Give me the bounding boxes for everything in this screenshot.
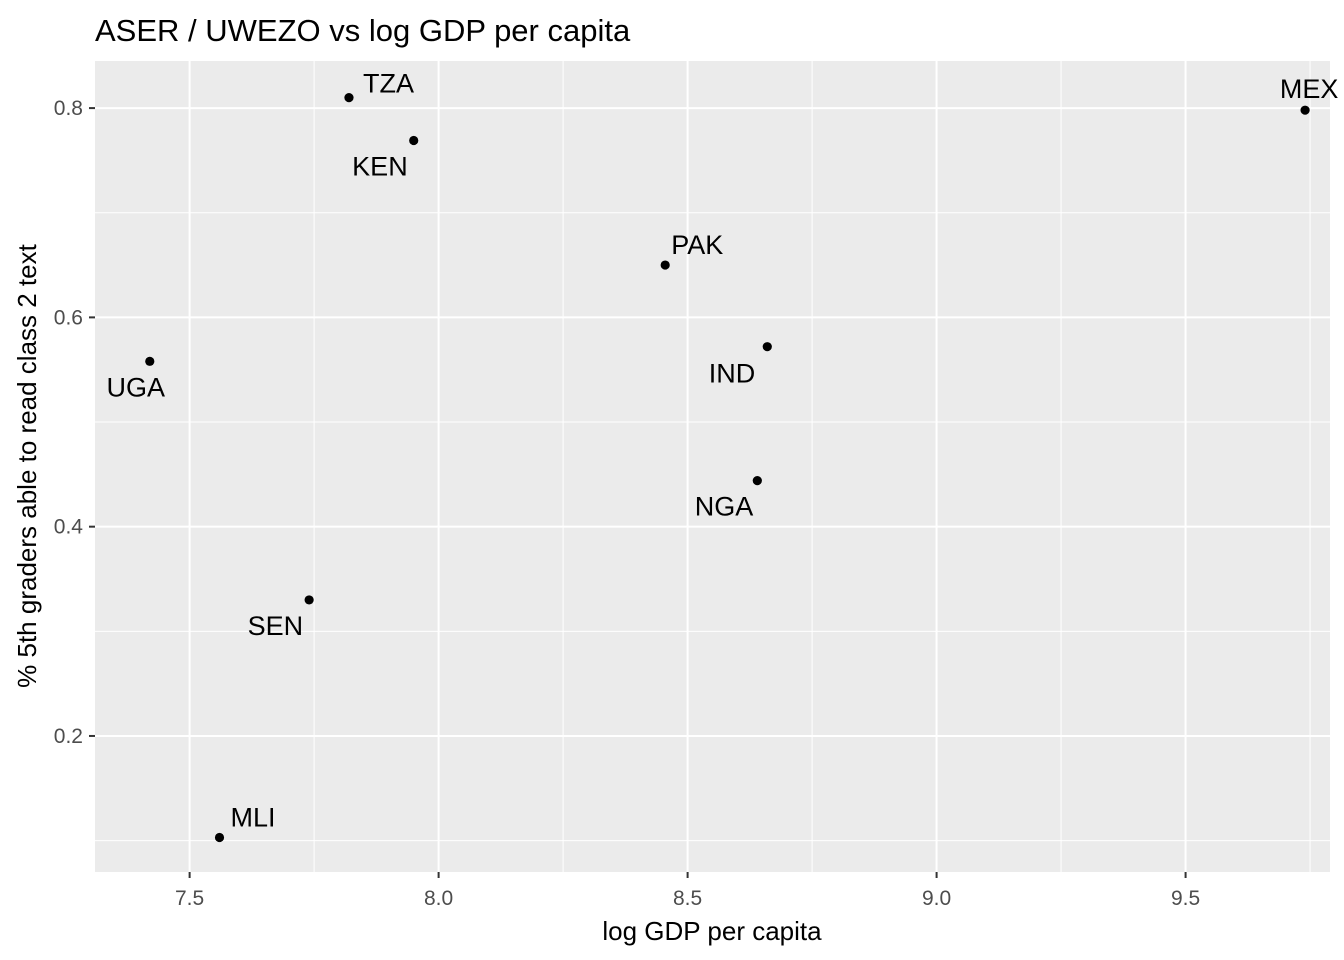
data-point-labels: TZA KEN MEX PAK IND UGA NGA SEN MLI (107, 69, 1339, 833)
y-axis-title: % 5th graders able to read class 2 text (12, 243, 42, 687)
data-point-pak (660, 260, 670, 270)
data-point-tza (344, 93, 354, 103)
data-points (145, 93, 1310, 843)
x-tick-label: 7.5 (175, 887, 204, 910)
x-axis-title: log GDP per capita (602, 916, 822, 946)
major-gridlines (95, 61, 1330, 872)
data-point-mex (1300, 105, 1310, 115)
point-label-ind: IND (709, 359, 756, 389)
point-label-pak: PAK (671, 230, 723, 260)
data-point-uga (145, 356, 155, 366)
data-point-nga (752, 476, 762, 486)
point-label-mli: MLI (230, 802, 275, 832)
point-label-sen: SEN (248, 611, 304, 641)
y-axis-ticks: 0.2 0.4 0.6 0.8 (54, 97, 95, 748)
chart-title: ASER / UWEZO vs log GDP per capita (95, 13, 631, 48)
y-tick-label: 0.4 (54, 516, 84, 539)
x-tick-label: 9.5 (1171, 887, 1200, 910)
y-tick-label: 0.8 (54, 97, 83, 120)
data-point-ken (409, 135, 419, 146)
point-label-tza: TZA (363, 69, 414, 99)
point-label-uga: UGA (107, 372, 166, 402)
plot-panel (95, 61, 1330, 872)
data-point-sen (304, 595, 314, 605)
x-tick-label: 9.0 (922, 887, 951, 910)
point-label-nga: NGA (695, 492, 754, 522)
point-label-ken: KEN (352, 152, 408, 182)
x-tick-label: 8.5 (673, 887, 702, 910)
point-label-mex: MEX (1280, 74, 1339, 104)
y-tick-label: 0.2 (54, 725, 83, 748)
x-tick-label: 8.0 (424, 887, 453, 910)
y-tick-label: 0.6 (54, 306, 83, 329)
x-axis-ticks: 7.5 8.0 8.5 9.0 9.5 (175, 872, 1200, 910)
data-point-mli (214, 832, 225, 843)
data-point-ind (762, 342, 772, 352)
minor-gridlines (95, 61, 1330, 872)
